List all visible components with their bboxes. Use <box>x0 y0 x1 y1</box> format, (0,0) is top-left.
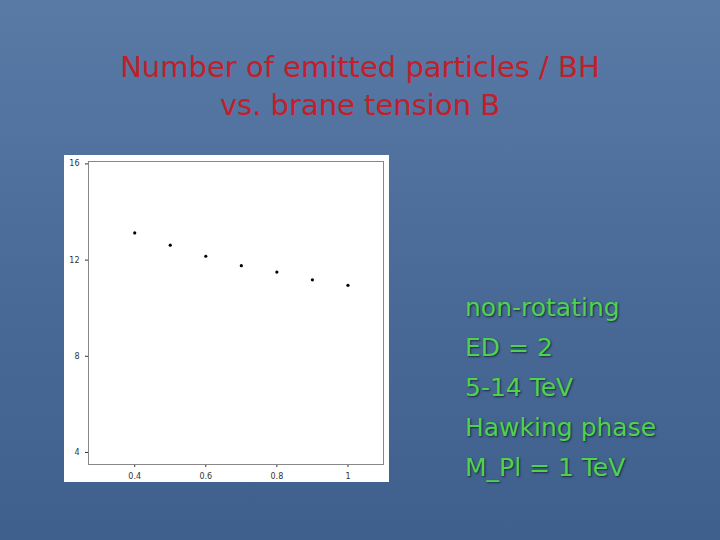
svg-text:16: 16 <box>69 159 79 168</box>
svg-text:0.8: 0.8 <box>271 472 284 481</box>
svg-text:4: 4 <box>74 448 79 457</box>
html-text:non-rotating: non-rotating <box>465 293 620 322</box>
html-text:Hawking phase: Hawking phase <box>465 413 657 442</box>
svg-text:1: 1 <box>345 472 350 481</box>
html-text:ED = 2: ED = 2 <box>465 333 553 362</box>
html-text:5-14 TeV: 5-14 TeV <box>465 373 574 402</box>
svg-text:8: 8 <box>74 352 79 361</box>
svg-text:0.6: 0.6 <box>199 472 212 481</box>
svg-text:12: 12 <box>69 256 79 265</box>
html-text:M_Pl = 1 TeV: M_Pl = 1 TeV <box>465 453 626 482</box>
svg-text:0.4: 0.4 <box>128 472 141 481</box>
html-text:Number of emitted particles /: Number of emitted particles / BH vs. bra… <box>120 50 600 122</box>
